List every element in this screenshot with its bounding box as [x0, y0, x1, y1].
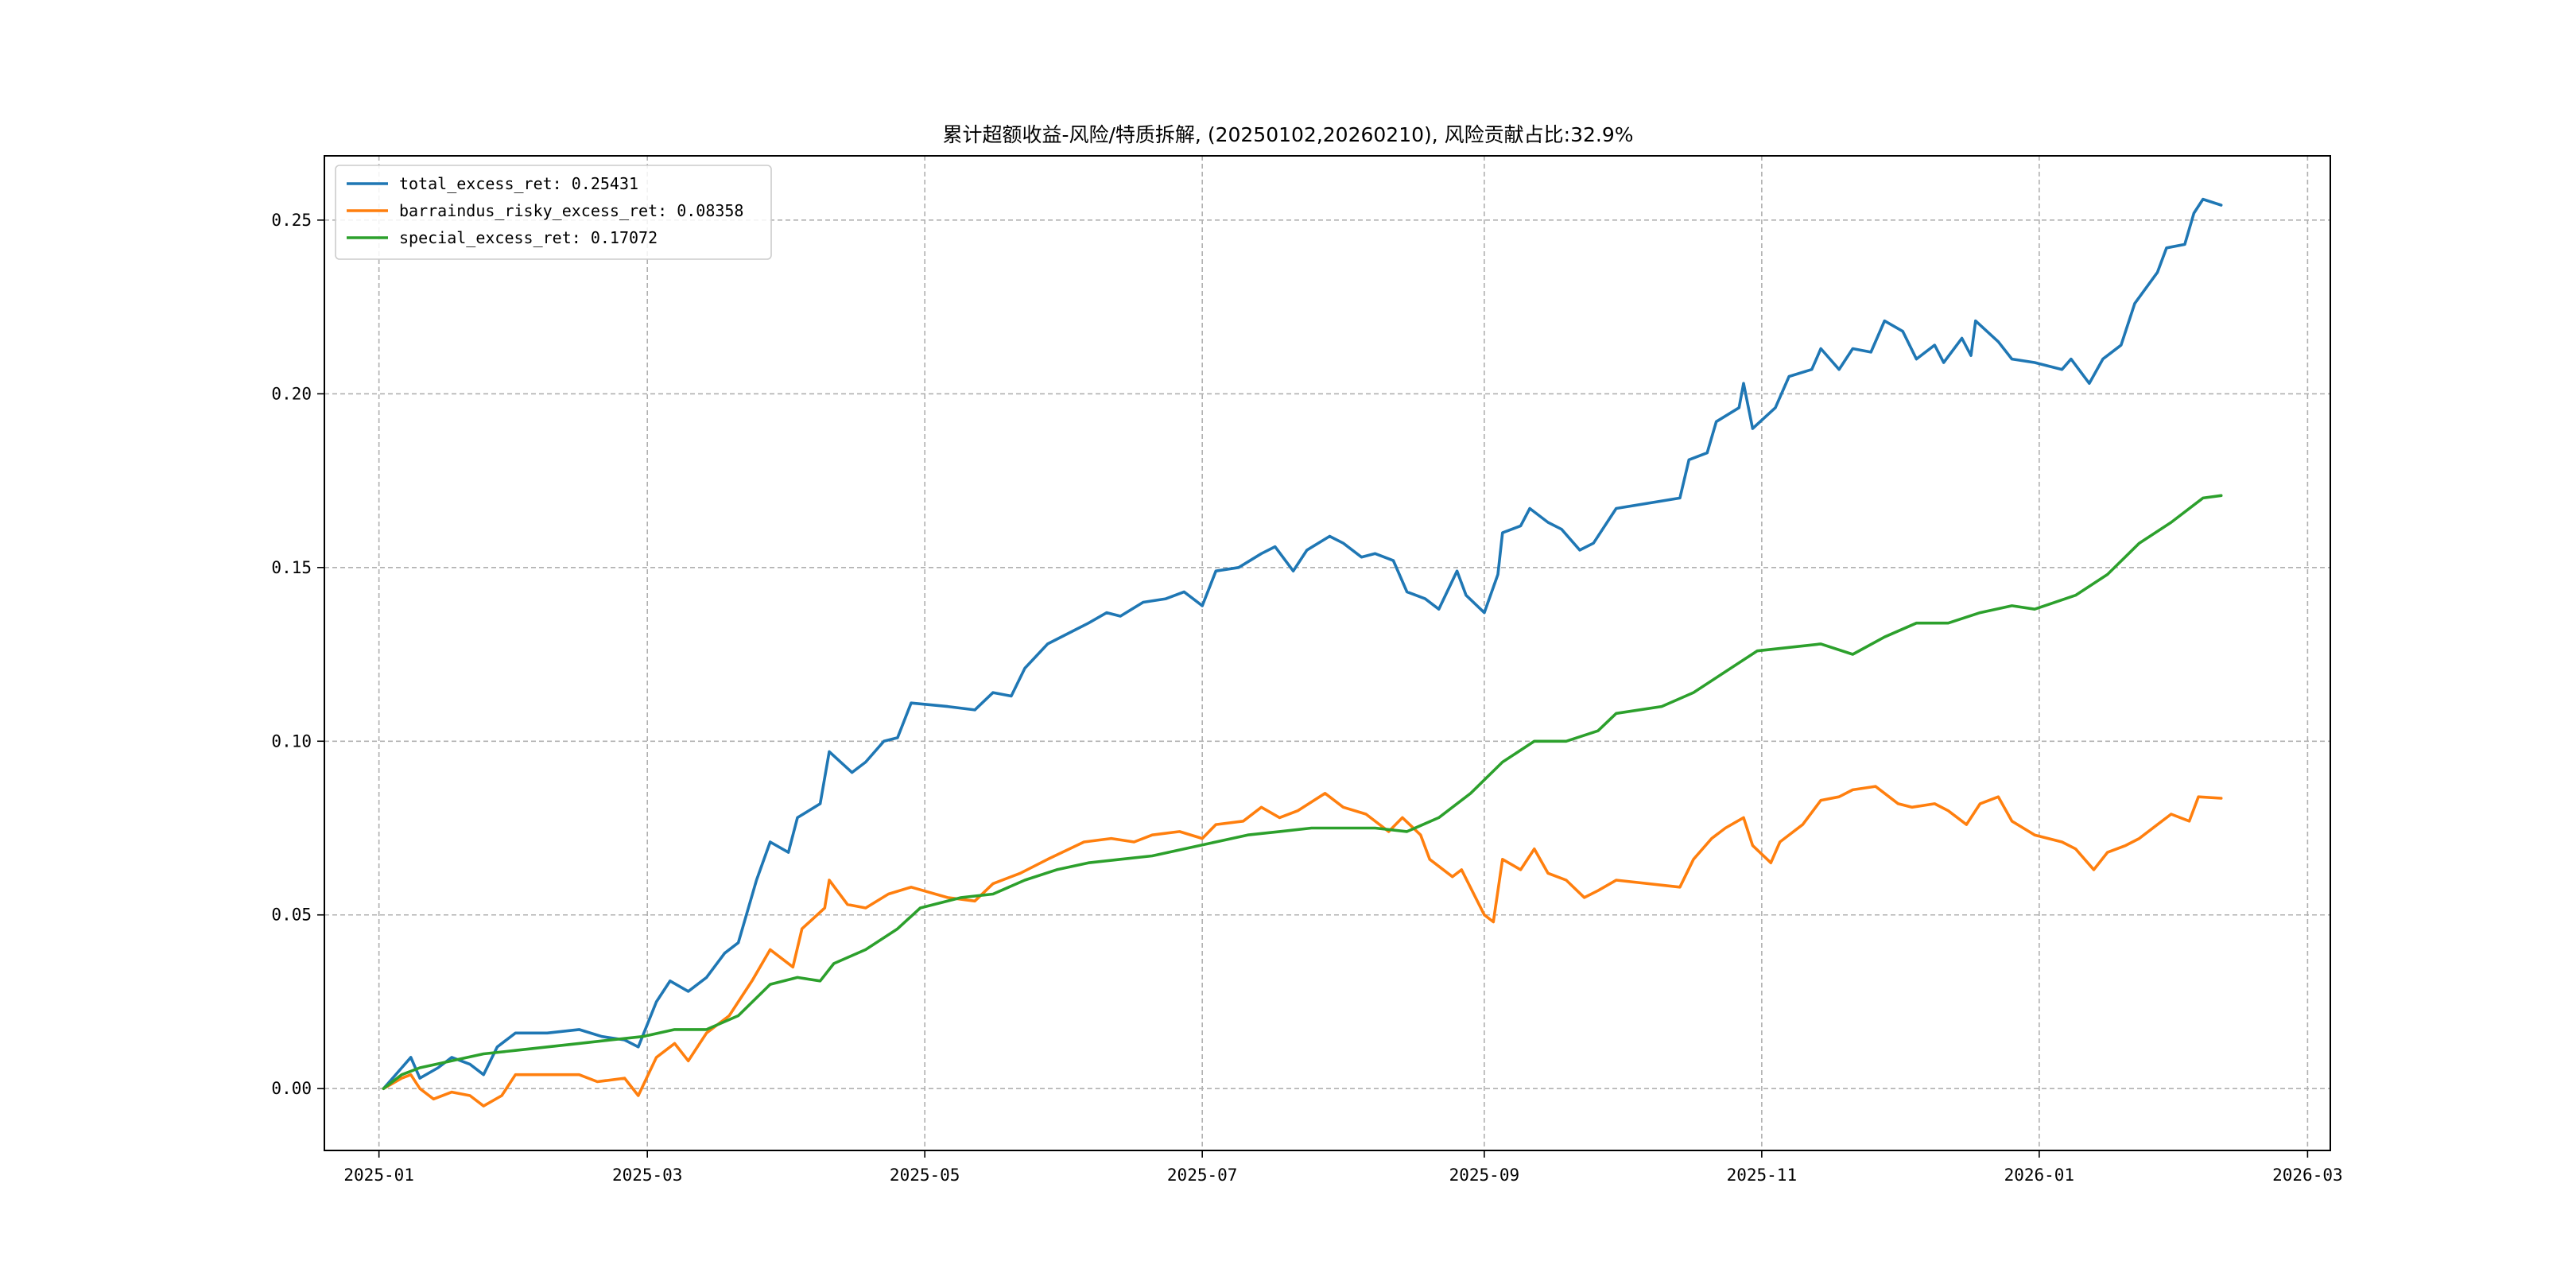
legend: total_excess_ret: 0.25431 barraindus_risk…	[335, 165, 772, 260]
y-tick-label: 0.20	[271, 384, 312, 403]
legend-label-barraindus_risky_excess_ret: barraindus_risky_excess_ret: 0.08358	[399, 201, 743, 220]
x-tick-label: 2025-01	[343, 1166, 414, 1185]
legend-label-total_excess_ret: total_excess_ret: 0.25431	[399, 174, 638, 193]
series-line-special_excess_ret	[382, 494, 2223, 1090]
y-tick-label: 0.05	[271, 906, 312, 925]
x-tick-label: 2025-07	[1167, 1166, 1238, 1185]
plot-frame	[324, 155, 2331, 1151]
x-tick-label: 2025-09	[1449, 1166, 1520, 1185]
y-tick-label: 0.15	[271, 558, 312, 577]
x-tick-label: 2026-01	[2004, 1166, 2075, 1185]
x-tick-label: 2025-11	[1727, 1166, 1798, 1185]
x-tick-label: 2025-05	[890, 1166, 960, 1185]
series-lines	[382, 197, 2223, 1108]
y-tick-label: 0.25	[271, 211, 312, 230]
legend-box	[335, 165, 772, 260]
y-tick-label: 0.10	[271, 731, 312, 751]
series-line-total_excess_ret	[382, 197, 2223, 1090]
legend-label-special_excess_ret: special_excess_ret: 0.17072	[399, 228, 658, 247]
y-tick-label: 0.00	[271, 1079, 312, 1098]
chart-title: 累计超额收益-风险/特质拆解, (20250102,20260210), 风险贡…	[942, 123, 1633, 146]
axes: 2025-01 2025-03 2025-05 2025-07 2025-09 2025-…	[271, 155, 2343, 1185]
x-tick-label: 2025-03	[612, 1166, 683, 1185]
series-line-barraindus_risky_excess_ret	[382, 785, 2223, 1108]
x-tick-label: 2026-03	[2272, 1166, 2343, 1185]
